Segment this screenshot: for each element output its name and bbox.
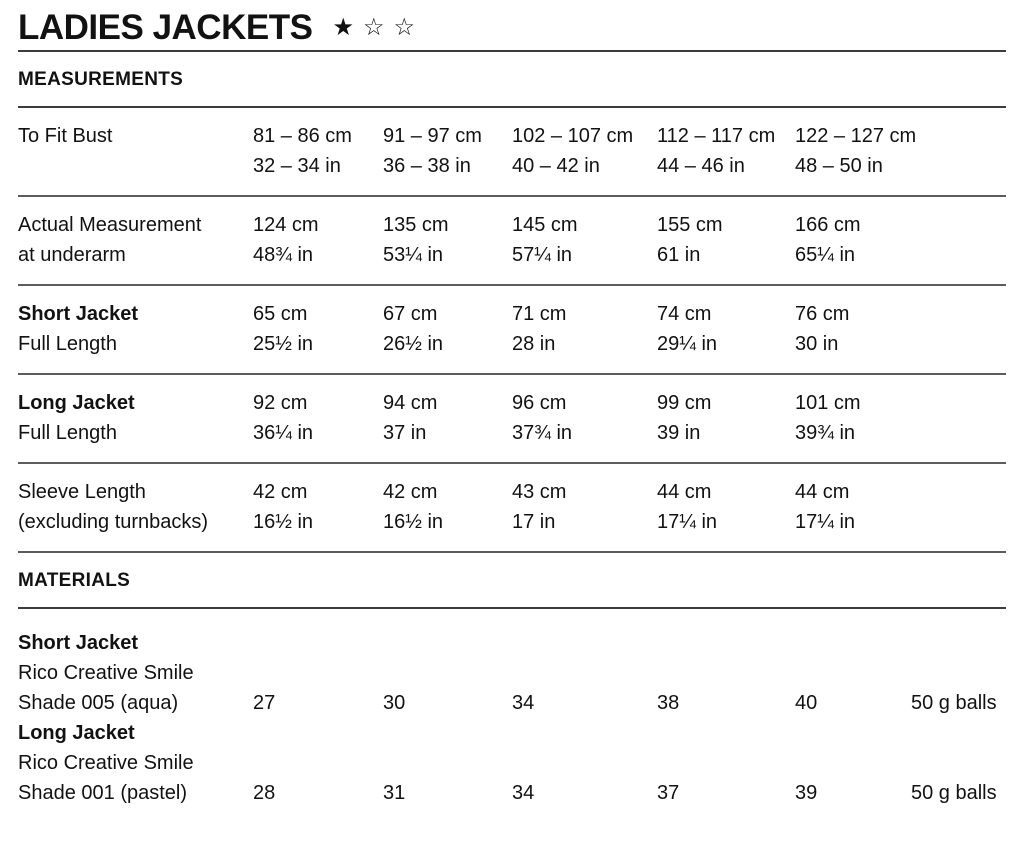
size-cell: 71 cm 28 in	[512, 303, 567, 355]
table-row-sleeve-length: Sleeve Length (excluding turnbacks) 42 c…	[18, 464, 1006, 553]
size-cell: 43 cm 17 in	[512, 481, 567, 533]
materials-label: Short Jacket Rico Creative Smile Shade 0…	[18, 632, 194, 714]
measurements-divider	[18, 106, 1006, 108]
pattern-page: LADIES JACKETS ★ ☆ ☆ MEASUREMENTS To Fit…	[18, 0, 1006, 808]
size-cell: 112 – 117 cm 44 – 46 in	[657, 125, 776, 177]
quantity-cell: 40	[795, 692, 818, 714]
table-row-long-jacket-length: Long Jacket Full Length 92 cm 36¼ in 94 …	[18, 375, 1006, 464]
row-label: Actual Measurement at underarm	[18, 214, 202, 266]
size-cell: 44 cm 17¼ in	[795, 481, 856, 533]
size-cell: 65 cm 25½ in	[253, 303, 314, 355]
empty-cell	[911, 210, 1006, 270]
page-title: LADIES JACKETS	[18, 8, 313, 47]
quantity-cell: 34	[512, 692, 535, 714]
empty-cell	[911, 388, 1006, 448]
size-cell: 42 cm 16½ in	[383, 481, 444, 533]
quantity-cell: 34	[512, 782, 535, 804]
row-label: To Fit Bust	[18, 125, 113, 147]
empty-cell	[911, 299, 1006, 359]
row-label: Short Jacket Full Length	[18, 303, 139, 355]
title-divider	[18, 50, 1006, 52]
materials-item-short-jacket: Short Jacket Rico Creative Smile Shade 0…	[18, 628, 1006, 718]
size-cell: 67 cm 26½ in	[383, 303, 444, 355]
quantity-cell: 28	[253, 782, 276, 804]
size-cell: 96 cm 37¾ in	[512, 392, 573, 444]
measurements-heading: MEASUREMENTS	[18, 69, 184, 90]
quantity-cell: 39	[795, 782, 818, 804]
size-cell: 99 cm 39 in	[657, 392, 712, 444]
quantity-cell: 38	[657, 692, 680, 714]
size-cell: 102 – 107 cm 40 – 42 in	[512, 125, 634, 177]
size-cell: 74 cm 29¼ in	[657, 303, 718, 355]
table-row-short-jacket-length: Short Jacket Full Length 65 cm 25½ in 67…	[18, 286, 1006, 375]
size-cell: 76 cm 30 in	[795, 303, 850, 355]
star-filled-icon: ★	[332, 14, 354, 41]
size-cell: 81 – 86 cm 32 – 34 in	[253, 125, 352, 177]
materials-divider	[18, 607, 1006, 609]
size-cell: 91 – 97 cm 36 – 38 in	[383, 125, 482, 177]
size-cell: 135 cm 53¼ in	[383, 214, 449, 266]
quantity-cell: 30	[383, 692, 406, 714]
unit-cell: 50 g balls	[911, 692, 997, 714]
table-row-actual-measurement: Actual Measurement at underarm 124 cm 48…	[18, 197, 1006, 286]
quantity-cell: 37	[657, 782, 680, 804]
star-empty-icon: ☆	[393, 14, 415, 41]
size-cell: 94 cm 37 in	[383, 392, 438, 444]
row-label: Long Jacket Full Length	[18, 392, 135, 444]
size-cell: 166 cm 65¼ in	[795, 214, 861, 266]
table-row-to-fit-bust: To Fit Bust 81 – 86 cm 32 – 34 in 91 – 9…	[18, 108, 1006, 197]
quantity-cell: 31	[383, 782, 406, 804]
difficulty-rating: ★ ☆ ☆	[332, 16, 415, 40]
size-cell: 92 cm 36¼ in	[253, 392, 314, 444]
size-cell: 101 cm 39¾ in	[795, 392, 861, 444]
materials-label: Long Jacket Rico Creative Smile Shade 00…	[18, 722, 194, 804]
materials-item-long-jacket: Long Jacket Rico Creative Smile Shade 00…	[18, 718, 1006, 808]
size-cell: 145 cm 57¼ in	[512, 214, 578, 266]
title-row: LADIES JACKETS ★ ☆ ☆	[18, 0, 1006, 50]
size-cell: 122 – 127 cm 48 – 50 in	[795, 125, 917, 177]
empty-cell	[911, 121, 1006, 181]
size-cell: 44 cm 17¼ in	[657, 481, 718, 533]
row-label: Sleeve Length (excluding turnbacks)	[18, 481, 209, 533]
unit-cell: 50 g balls	[911, 782, 997, 804]
empty-cell	[911, 477, 1006, 537]
materials-heading: MATERIALS	[18, 570, 131, 591]
size-cell: 155 cm 61 in	[657, 214, 723, 266]
star-empty-icon: ☆	[362, 14, 385, 41]
quantity-cell: 27	[253, 692, 276, 714]
size-cell: 42 cm 16½ in	[253, 481, 314, 533]
size-cell: 124 cm 48¾ in	[253, 214, 319, 266]
materials-block: Short Jacket Rico Creative Smile Shade 0…	[18, 609, 1006, 808]
